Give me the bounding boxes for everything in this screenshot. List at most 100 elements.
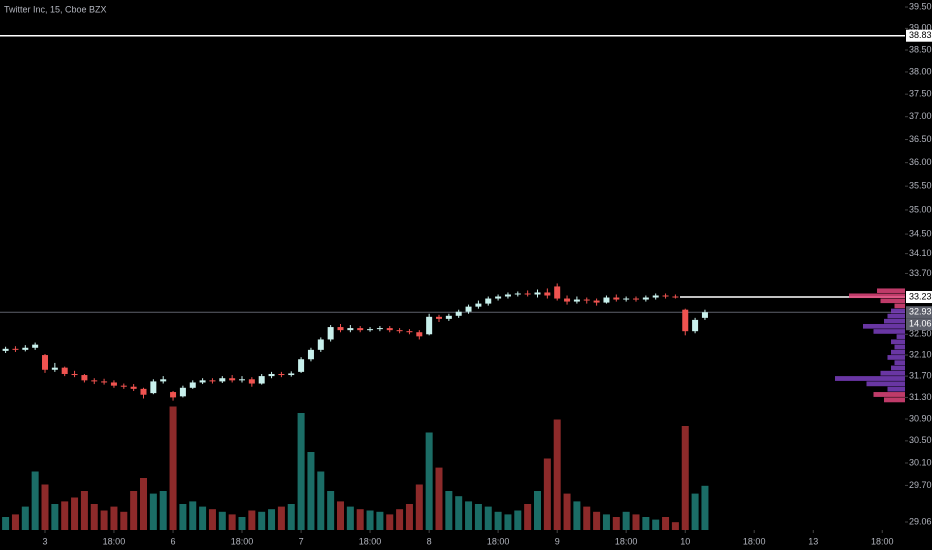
y-tick-label: 29.06: [909, 516, 932, 526]
volume-profile-bar: [873, 329, 905, 334]
y-tick-label: 36.50: [909, 134, 932, 144]
volume-bar: [671, 522, 679, 530]
price-label: 38.83: [909, 30, 932, 40]
candle-body: [61, 367, 68, 374]
candle-body: [307, 349, 314, 360]
y-tick-label: 31.70: [909, 370, 932, 380]
volume-label-box: [906, 318, 932, 331]
volume-bar: [652, 519, 660, 530]
volume-bar: [386, 514, 394, 530]
candle-body: [623, 298, 630, 300]
volume-bar: [110, 506, 118, 530]
volume-bar: [80, 491, 88, 530]
candle-body: [357, 328, 364, 331]
x-tick-label: 18:00: [359, 536, 382, 546]
candle-body: [485, 298, 492, 304]
candle-body: [573, 299, 580, 302]
volume-bar: [632, 514, 640, 530]
candle-body: [288, 373, 295, 376]
candle-body: [2, 348, 9, 351]
volume-bar: [642, 517, 650, 530]
volume-bar: [701, 485, 709, 530]
volume-label: 14.06: [909, 319, 932, 329]
y-tick-label: 29.70: [909, 480, 932, 490]
candle-body: [701, 312, 708, 318]
volume-bar: [228, 514, 236, 530]
volume-bar: [41, 484, 49, 530]
volume-bar: [376, 511, 384, 530]
candle-body: [140, 388, 147, 395]
volume-bar: [90, 504, 98, 530]
volume-bar: [622, 511, 630, 530]
candle-body: [445, 315, 452, 319]
candle-body: [534, 292, 541, 295]
volume-profile-bar: [884, 397, 905, 403]
volume-profile-bar: [877, 288, 905, 293]
volume-bar: [130, 491, 138, 530]
candle-body: [495, 296, 502, 299]
volume-bar: [435, 467, 443, 530]
volume-bar: [179, 504, 187, 530]
candle-body: [504, 294, 511, 297]
x-tick-label: 3: [42, 536, 47, 546]
candle-body: [150, 381, 157, 394]
volume-profile-bar: [863, 323, 905, 329]
volume-bar: [681, 426, 689, 530]
candle-body: [120, 385, 127, 387]
price-label-box: [906, 291, 932, 304]
candle-body: [110, 382, 117, 386]
candle-body: [376, 328, 383, 330]
y-tick-label: 37.50: [909, 89, 932, 99]
volume-bar: [169, 406, 177, 530]
candle-body: [22, 347, 29, 350]
x-tick-label: 18:00: [615, 536, 638, 546]
volume-profile-bar: [887, 313, 905, 319]
price-label-box: [906, 29, 932, 42]
volume-bar: [514, 510, 522, 530]
volume-profile-bar: [894, 344, 905, 350]
volume-bar: [277, 506, 285, 530]
volume-bar: [396, 509, 404, 530]
volume-profile-bar: [880, 370, 905, 376]
y-tick-label: 35.50: [909, 181, 932, 191]
y-tick-label: 32.50: [909, 329, 932, 339]
volume-bar: [149, 493, 157, 530]
candle-body: [71, 373, 78, 376]
candle-body: [682, 309, 689, 332]
candle-body: [633, 298, 639, 300]
candle-body: [81, 375, 88, 381]
volume-bar: [189, 501, 197, 530]
candle-body: [130, 386, 137, 389]
x-tick-label: 6: [171, 536, 176, 546]
volume-bar: [425, 432, 433, 530]
volume-bar: [71, 497, 79, 530]
volume-profile-bar: [894, 360, 905, 366]
candle-body: [544, 292, 551, 296]
volume-bar: [287, 504, 295, 530]
candle-body: [239, 379, 245, 381]
candle-body: [386, 328, 393, 331]
volume-bar: [455, 496, 463, 530]
y-tick-label: 32.10: [909, 349, 932, 359]
volume-profile-bar: [891, 339, 905, 345]
candle-body: [593, 300, 600, 303]
candle-body: [416, 332, 423, 337]
y-tick-label: 35.00: [909, 204, 932, 214]
candle-body: [179, 387, 186, 397]
candle-body: [613, 297, 620, 300]
y-tick-label: 37.00: [909, 111, 932, 121]
y-tick-label: 30.10: [909, 457, 932, 467]
candle-body: [603, 297, 610, 303]
candle-body: [396, 330, 403, 332]
y-tick-label: 39.50: [909, 1, 932, 11]
volume-bar: [573, 501, 581, 530]
volume-profile-bar: [866, 381, 905, 387]
volume-bar: [2, 517, 10, 530]
volume-bar: [366, 510, 374, 530]
volume-bar: [563, 493, 571, 530]
candle-body: [317, 339, 324, 350]
volume-bar: [268, 509, 276, 530]
candle-body: [51, 367, 58, 370]
